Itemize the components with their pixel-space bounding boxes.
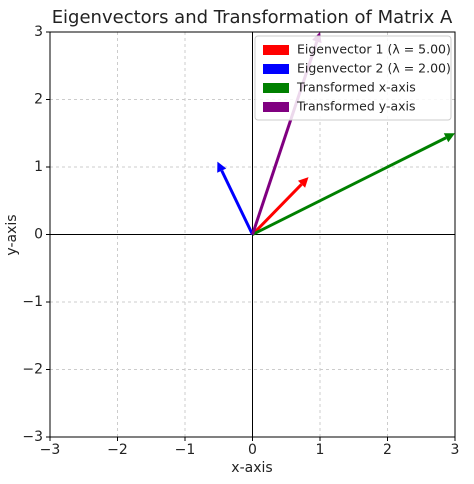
legend-label: Transformed y-axis: [296, 99, 416, 114]
legend-swatch: [263, 102, 289, 112]
vector-head: [443, 133, 455, 143]
x-tick-label: 0: [248, 442, 257, 458]
legend-swatch: [263, 64, 289, 74]
legend-label: Transformed x-axis: [296, 80, 416, 95]
chart-title: Eigenvectors and Transformation of Matri…: [52, 7, 453, 28]
legend-swatch: [263, 83, 289, 93]
vector: [251, 177, 309, 236]
vector-head: [217, 161, 227, 173]
vector-shaft: [220, 169, 254, 236]
plot-area: [217, 32, 455, 236]
legend-label: Eigenvector 1 (λ = 5.00): [297, 42, 451, 57]
x-tick-label: −2: [107, 442, 128, 458]
legend-swatch: [263, 45, 289, 55]
vector-shaft: [251, 183, 303, 236]
x-axis-label: x-axis: [231, 460, 272, 476]
vector-head: [297, 177, 309, 188]
vector: [251, 133, 455, 236]
plot-frame: [49, 31, 456, 438]
y-tick-label: −1: [22, 294, 43, 310]
x-tick-label: −1: [175, 442, 196, 458]
y-tick-label: −2: [22, 362, 43, 378]
y-tick-label: 1: [34, 159, 43, 175]
legend-label: Eigenvector 2 (λ = 2.00): [297, 61, 451, 76]
vector: [217, 161, 254, 236]
y-tick-label: 0: [34, 227, 43, 243]
y-axis-label: y-axis: [4, 214, 20, 255]
legend-box: [254, 35, 452, 121]
y-tick-label: −3: [22, 429, 43, 445]
x-tick-label: −3: [40, 442, 61, 458]
vector-shaft: [251, 136, 447, 236]
x-tick-label: 2: [383, 442, 392, 458]
y-tick-label: 3: [34, 24, 43, 40]
x-tick-label: 1: [316, 442, 325, 458]
x-tick-label: 3: [451, 442, 460, 458]
y-tick-label: 2: [34, 92, 43, 108]
